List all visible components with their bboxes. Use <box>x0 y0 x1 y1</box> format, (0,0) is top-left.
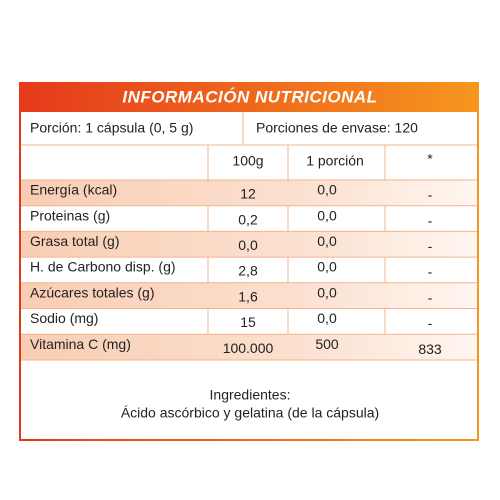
column-header: 1 porción <box>306 153 364 169</box>
value-100g: 12 <box>240 186 256 202</box>
value-portion: 0,0 <box>317 233 337 249</box>
ingredients-heading: Ingredientes: <box>210 387 291 403</box>
nutrient: Azúcares totales (g) <box>30 284 155 300</box>
nutrient: Proteinas (g) <box>30 207 110 223</box>
row-shade <box>20 180 478 206</box>
value-100g: 100.000 <box>223 340 274 356</box>
row-shade <box>20 334 478 360</box>
portion: Porción: 1 cápsula (0, 5 g) <box>30 120 193 136</box>
title-band <box>20 83 478 112</box>
column-header: * <box>427 151 433 167</box>
column-header: 100g <box>232 153 263 169</box>
value-100g: 0,0 <box>238 237 258 253</box>
title: INFORMACIÓN NUTRICIONAL <box>122 87 377 106</box>
value-star: - <box>428 315 433 331</box>
value-portion: 0,0 <box>317 259 337 275</box>
nutrient: Grasa total (g) <box>30 233 119 249</box>
ingredients-text: Ácido ascórbico y gelatina (de la cápsul… <box>121 405 379 421</box>
value-portion: 0,0 <box>317 284 337 300</box>
value-star: 833 <box>418 341 442 357</box>
table-body: Energía (kcal) 12 0,0 - Proteinas (g) 0,2 0,0 -… <box>20 145 478 360</box>
value-star: - <box>428 264 433 280</box>
servings: Porciones de envase: 120 <box>256 120 418 136</box>
row-shade <box>20 231 478 258</box>
value-100g: 0,2 <box>238 211 258 227</box>
nutrient: H. de Carbono disp. (g) <box>30 259 176 275</box>
value-star: - <box>428 289 433 305</box>
value-100g: 15 <box>240 314 256 330</box>
nutrient: Energía (kcal) <box>30 182 117 198</box>
border <box>19 82 479 441</box>
value-100g: 2,8 <box>238 263 258 279</box>
value-portion: 0,0 <box>317 310 337 326</box>
value-star: - <box>428 187 433 203</box>
nutrient: Sodio (mg) <box>30 310 98 326</box>
value-portion: 0,0 <box>317 207 337 223</box>
row-shade <box>20 282 478 309</box>
value-star: - <box>428 212 433 228</box>
value-portion: 0,0 <box>317 182 337 198</box>
value-portion: 500 <box>315 336 339 352</box>
value-star: - <box>428 238 433 254</box>
value-100g: 1,6 <box>238 288 258 304</box>
nutrient: Vitamina C (mg) <box>30 336 131 352</box>
